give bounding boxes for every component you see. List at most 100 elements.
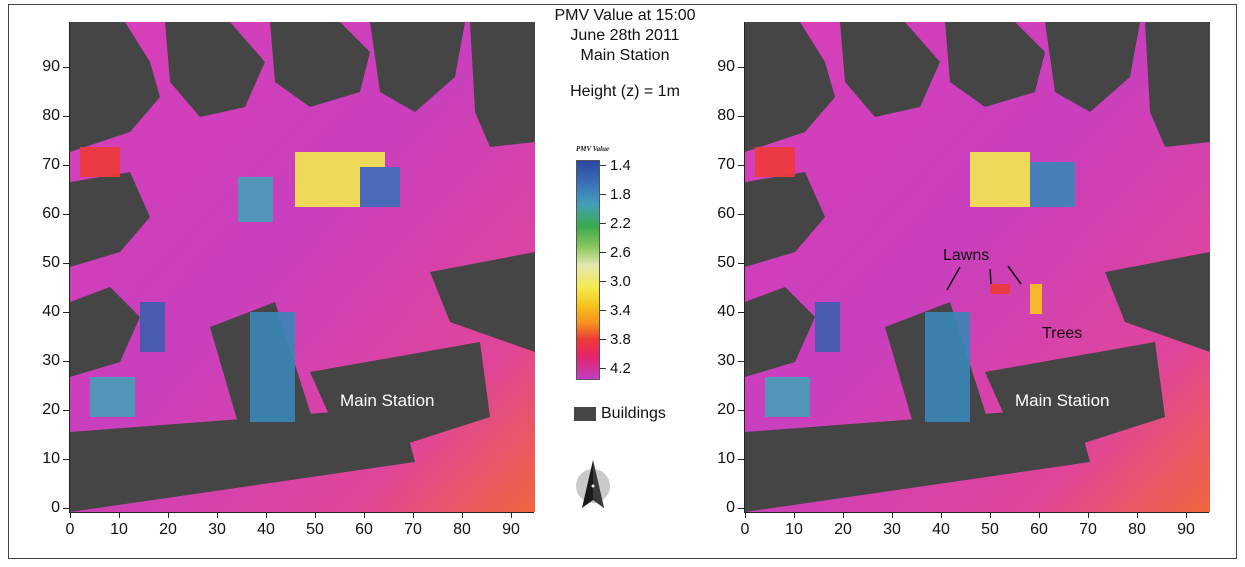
y-tick-mark: [63, 459, 69, 460]
height-label: Height (z) = 1m: [570, 83, 680, 100]
y-tick-mark: [738, 508, 744, 509]
main-station-label-left: Main Station: [340, 391, 435, 410]
x-tick-label: 0: [740, 521, 750, 538]
y-tick-mark: [738, 312, 744, 313]
shaded-zones-left: [80, 147, 400, 422]
x-tick-mark: [1039, 512, 1040, 518]
y-tick-mark: [63, 410, 69, 411]
x-tick-mark: [217, 512, 218, 518]
y-tick-mark: [63, 214, 69, 215]
x-tick-mark: [990, 512, 991, 518]
x-tick-mark: [745, 512, 746, 518]
y-tick-label: 70: [717, 156, 735, 173]
y-tick-label: 0: [51, 499, 60, 516]
y-tick-label: 30: [717, 352, 735, 369]
legend-value-label: 1.4: [610, 157, 631, 174]
legend-value-label: 2.6: [610, 244, 631, 261]
buildings-legend-label: Buildings: [601, 405, 666, 422]
y-tick-mark: [63, 67, 69, 68]
y-tick-mark: [738, 214, 744, 215]
lawns-arrows: [946, 265, 1022, 291]
x-tick-mark: [266, 512, 267, 518]
x-tick-mark: [892, 512, 893, 518]
title-line-1: PMV Value at 15:00: [554, 7, 696, 24]
x-tick-label: 20: [834, 521, 852, 538]
x-tick-mark: [70, 512, 71, 518]
x-tick-label: 70: [404, 521, 422, 538]
north-arrow-icon: [576, 460, 610, 508]
y-tick-mark: [63, 312, 69, 313]
y-tick-mark: [63, 263, 69, 264]
y-tick-mark: [738, 263, 744, 264]
legend-value-label: 1.8: [610, 186, 631, 203]
x-tick-mark: [1088, 512, 1089, 518]
main-station-label-right: Main Station: [1015, 391, 1110, 410]
y-tick-label: 90: [717, 58, 735, 75]
legend-tick: [600, 194, 606, 195]
y-tick-label: 30: [42, 352, 60, 369]
y-tick-mark: [63, 116, 69, 117]
x-tick-label: 90: [502, 521, 520, 538]
title-line-2: June 28th 2011: [570, 27, 680, 44]
legend-tick: [600, 252, 606, 253]
x-axis-left: [69, 512, 534, 513]
y-tick-mark: [738, 361, 744, 362]
x-tick-mark: [364, 512, 365, 518]
pmv-color-scale: [576, 160, 600, 380]
buildings-swatch: [574, 407, 596, 421]
legend-tick: [600, 310, 606, 311]
x-tick-label: 80: [453, 521, 471, 538]
pmv-map-right: Main Station Lawns Trees: [745, 22, 1210, 512]
x-tick-mark: [1186, 512, 1187, 518]
y-tick-label: 20: [717, 401, 735, 418]
y-tick-mark: [738, 459, 744, 460]
y-tick-label: 40: [717, 303, 735, 320]
legend-tick: [600, 281, 606, 282]
x-tick-mark: [1137, 512, 1138, 518]
x-tick-label: 40: [932, 521, 950, 538]
x-tick-label: 70: [1079, 521, 1097, 538]
x-tick-label: 60: [1030, 521, 1048, 538]
legend-tick: [600, 223, 606, 224]
x-tick-label: 90: [1177, 521, 1195, 538]
y-tick-label: 0: [726, 499, 735, 516]
legend-tick: [600, 165, 606, 166]
legend-value-label: 3.4: [610, 302, 631, 319]
y-tick-mark: [738, 165, 744, 166]
pmv-map-left: Main Station: [70, 22, 535, 512]
x-tick-label: 20: [159, 521, 177, 538]
x-tick-label: 30: [883, 521, 901, 538]
y-axis-right: [744, 22, 745, 512]
x-tick-mark: [119, 512, 120, 518]
y-tick-label: 80: [42, 107, 60, 124]
x-tick-mark: [843, 512, 844, 518]
y-tick-label: 70: [42, 156, 60, 173]
x-tick-mark: [794, 512, 795, 518]
x-tick-label: 30: [208, 521, 226, 538]
x-tick-label: 60: [355, 521, 373, 538]
legend-value-label: 3.0: [610, 273, 631, 290]
y-tick-mark: [63, 361, 69, 362]
x-tick-mark: [941, 512, 942, 518]
buildings-left: [70, 22, 535, 512]
lawns-annotation: Lawns: [943, 247, 990, 264]
y-tick-mark: [63, 508, 69, 509]
trees-annotation: Trees: [1042, 325, 1083, 342]
x-tick-label: 50: [306, 521, 324, 538]
shaded-zones-right: [755, 147, 1075, 422]
x-tick-mark: [413, 512, 414, 518]
legend-title: PMV Value: [576, 145, 610, 153]
y-tick-mark: [738, 67, 744, 68]
y-tick-label: 10: [717, 450, 735, 467]
y-tick-label: 50: [42, 254, 60, 271]
y-tick-mark: [738, 410, 744, 411]
x-tick-label: 50: [981, 521, 999, 538]
y-tick-label: 10: [42, 450, 60, 467]
y-tick-label: 40: [42, 303, 60, 320]
legend-value-label: 4.2: [610, 360, 631, 377]
y-tick-label: 20: [42, 401, 60, 418]
x-tick-mark: [462, 512, 463, 518]
y-tick-mark: [63, 165, 69, 166]
x-tick-label: 10: [110, 521, 128, 538]
x-axis-right: [744, 512, 1209, 513]
